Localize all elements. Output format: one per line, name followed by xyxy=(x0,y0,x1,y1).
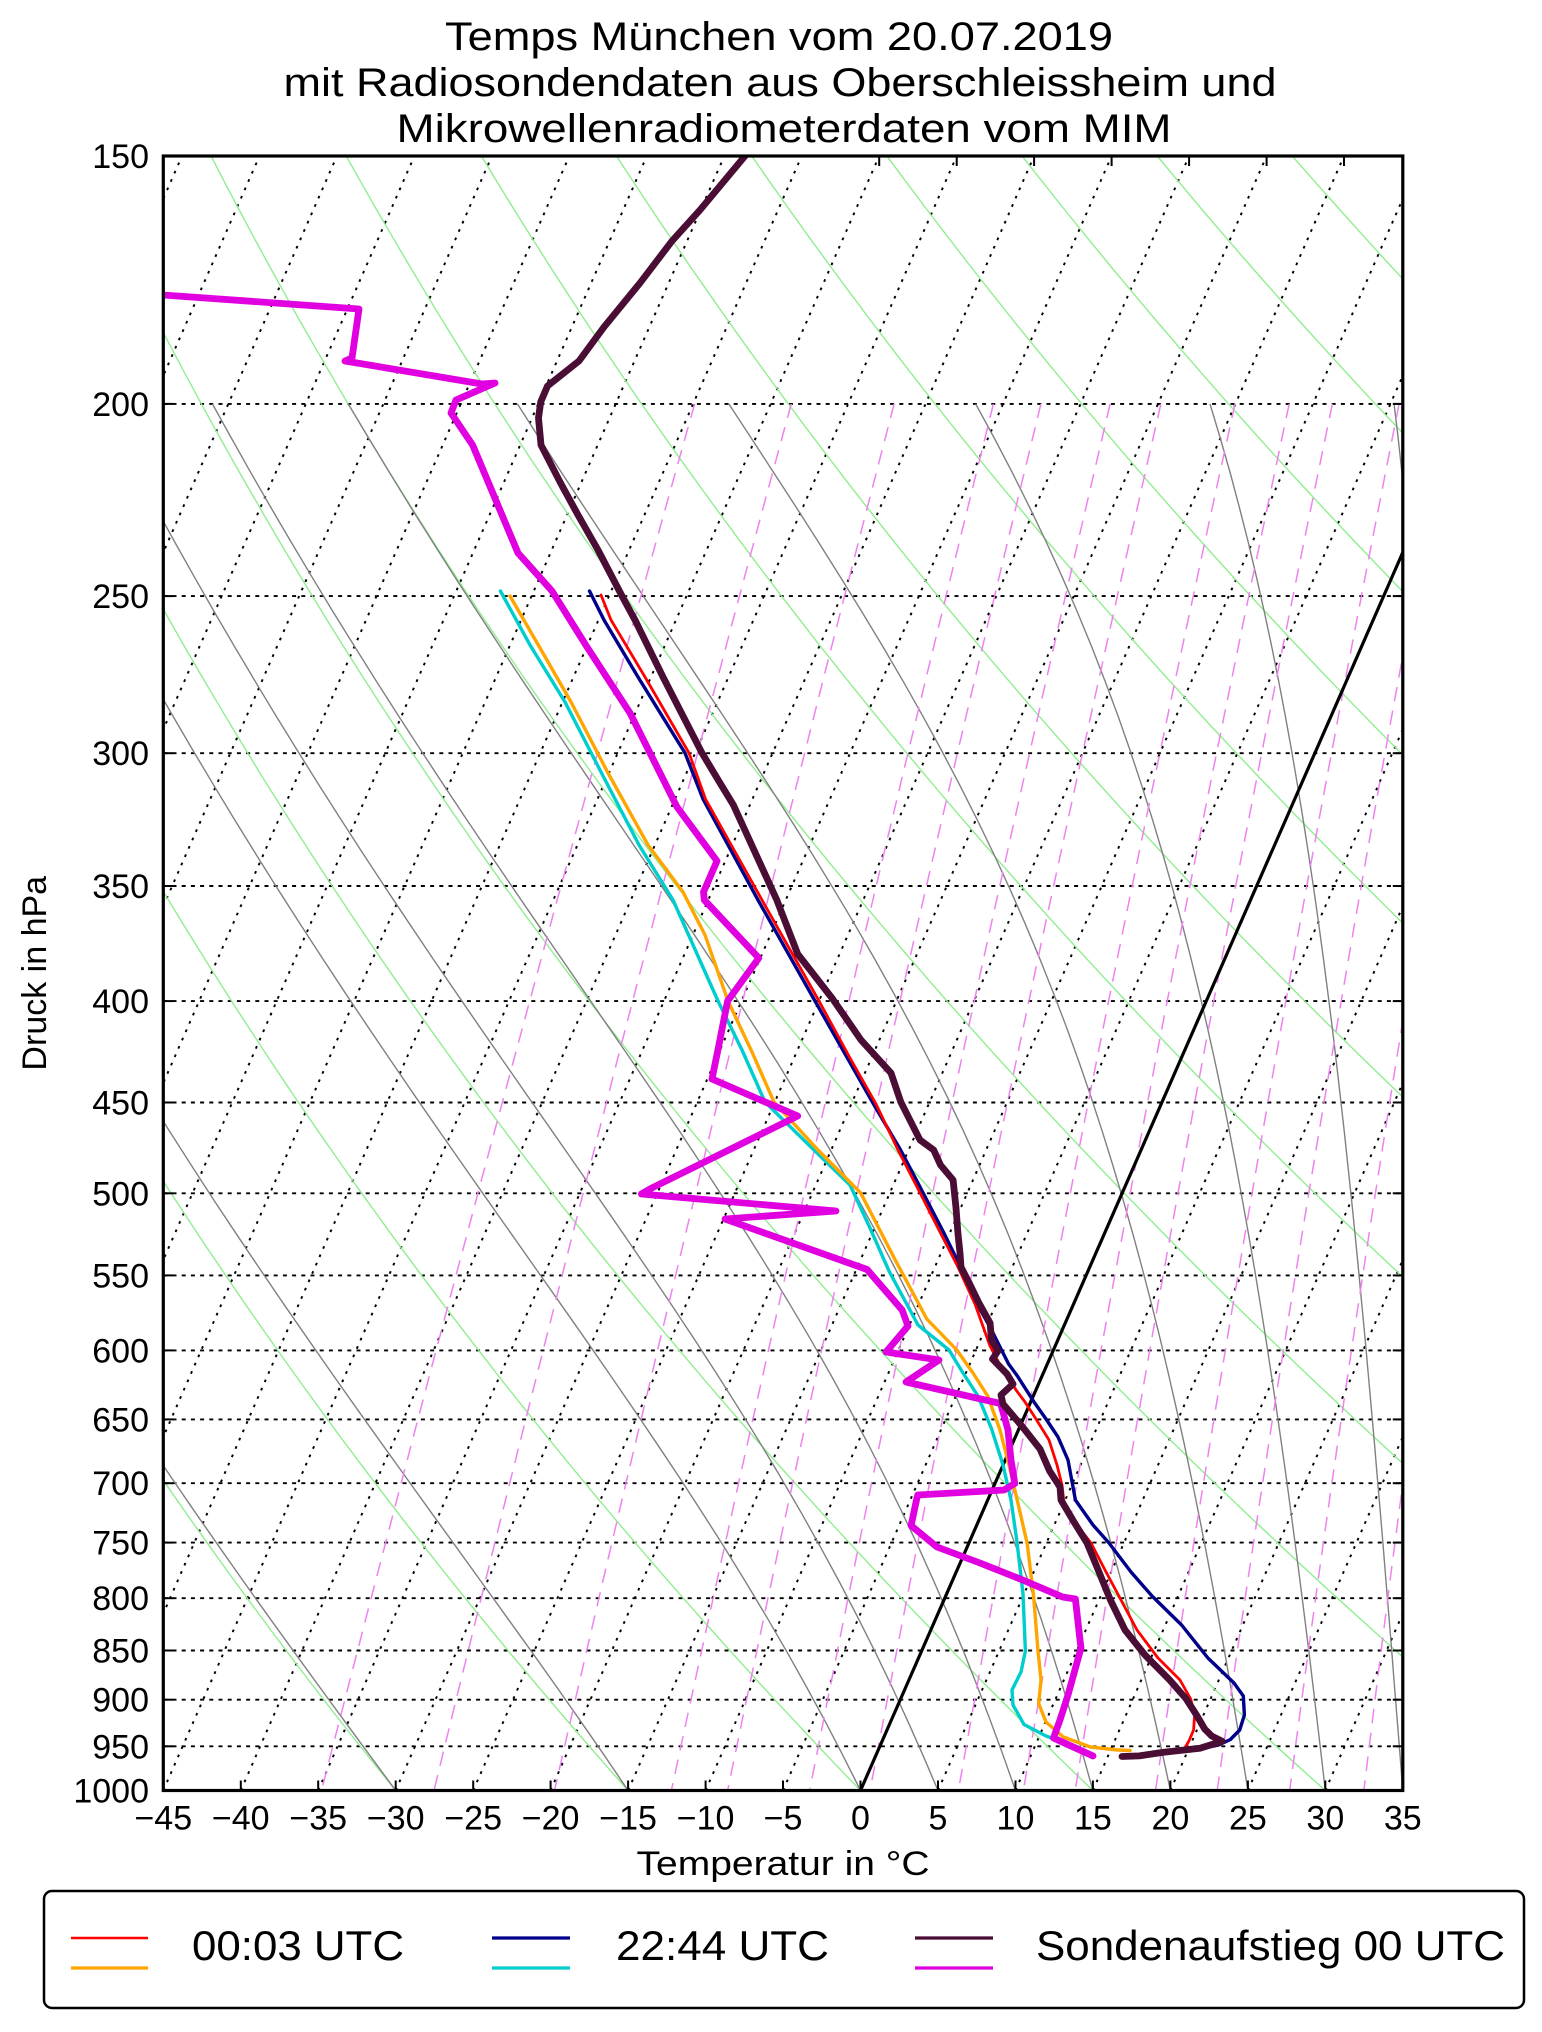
svg-text:25: 25 xyxy=(1229,1800,1267,1838)
svg-text:250: 250 xyxy=(92,578,149,616)
svg-text:Druck in hPa: Druck in hPa xyxy=(16,876,54,1071)
svg-text:mit Radiosondendaten aus Obers: mit Radiosondendaten aus Oberschleisshei… xyxy=(284,61,1277,105)
svg-text:−15: −15 xyxy=(599,1800,657,1838)
svg-text:10: 10 xyxy=(997,1800,1035,1838)
svg-text:Sondenaufstieg 00 UTC: Sondenaufstieg 00 UTC xyxy=(1036,1922,1505,1969)
svg-text:−25: −25 xyxy=(444,1800,502,1838)
svg-text:−10: −10 xyxy=(677,1800,735,1838)
svg-text:35: 35 xyxy=(1384,1800,1422,1838)
svg-text:950: 950 xyxy=(92,1728,149,1766)
svg-text:900: 900 xyxy=(92,1682,149,1720)
svg-text:−20: −20 xyxy=(522,1800,580,1838)
svg-text:−30: −30 xyxy=(367,1800,425,1838)
svg-text:Temperatur in °C: Temperatur in °C xyxy=(637,1845,930,1883)
svg-text:700: 700 xyxy=(92,1465,149,1503)
svg-text:200: 200 xyxy=(92,386,149,424)
svg-text:Mikrowellenradiometerdaten vom: Mikrowellenradiometerdaten vom MIM xyxy=(397,107,1172,151)
svg-text:400: 400 xyxy=(92,983,149,1021)
svg-text:550: 550 xyxy=(92,1257,149,1295)
svg-text:−45: −45 xyxy=(134,1800,192,1838)
svg-text:650: 650 xyxy=(92,1401,149,1439)
svg-text:20: 20 xyxy=(1151,1800,1189,1838)
svg-text:5: 5 xyxy=(929,1800,948,1838)
svg-text:300: 300 xyxy=(92,735,149,773)
svg-text:850: 850 xyxy=(92,1632,149,1670)
svg-text:−40: −40 xyxy=(212,1800,270,1838)
svg-text:1000: 1000 xyxy=(73,1773,149,1811)
svg-text:00:03 UTC: 00:03 UTC xyxy=(192,1922,404,1969)
svg-text:Temps München vom 20.07.2019: Temps München vom 20.07.2019 xyxy=(445,15,1113,59)
svg-text:−5: −5 xyxy=(764,1800,803,1838)
svg-text:600: 600 xyxy=(92,1332,149,1370)
svg-text:−35: −35 xyxy=(289,1800,347,1838)
svg-text:150: 150 xyxy=(92,138,149,176)
svg-text:30: 30 xyxy=(1306,1800,1344,1838)
svg-text:450: 450 xyxy=(92,1085,149,1123)
svg-text:500: 500 xyxy=(92,1175,149,1213)
svg-text:0: 0 xyxy=(851,1800,870,1838)
svg-text:750: 750 xyxy=(92,1525,149,1563)
svg-text:15: 15 xyxy=(1074,1800,1112,1838)
svg-text:350: 350 xyxy=(92,868,149,906)
svg-text:22:44 UTC: 22:44 UTC xyxy=(616,1922,829,1969)
svg-text:800: 800 xyxy=(92,1580,149,1618)
